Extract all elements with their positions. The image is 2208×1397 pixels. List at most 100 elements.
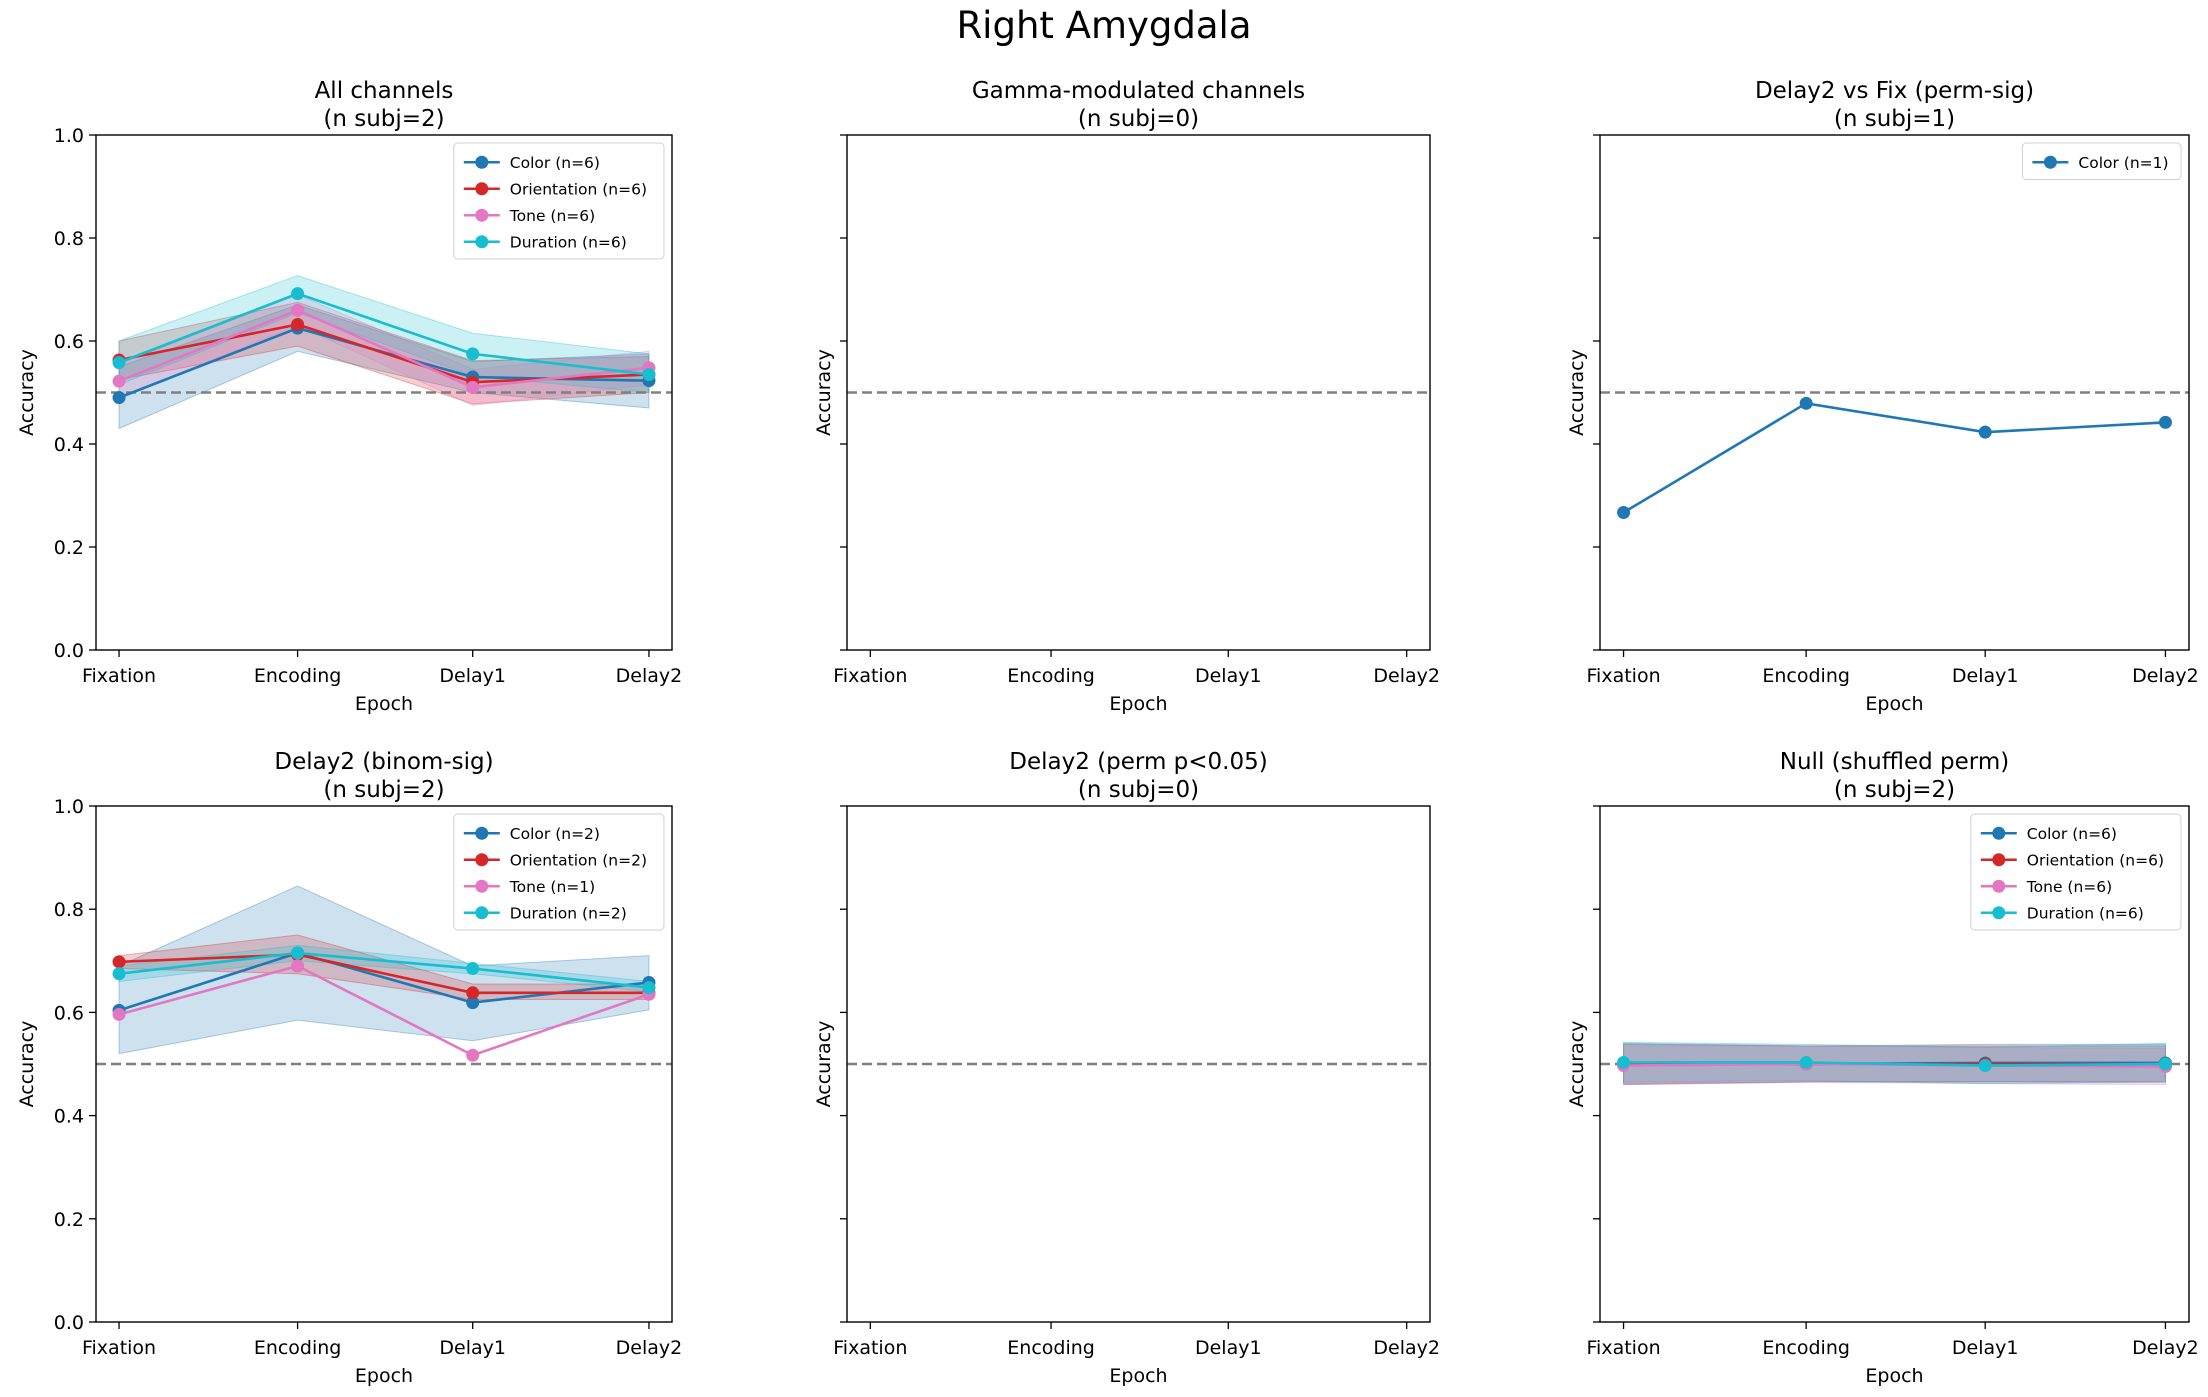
- x-tick-label: Delay1: [1195, 1337, 1262, 1359]
- data-point: [291, 287, 305, 301]
- subplot-subtitle: (n subj=0): [1078, 777, 1199, 803]
- subplot-title: Gamma-modulated channels: [972, 78, 1305, 104]
- legend-label: Orientation (n=2): [510, 851, 647, 869]
- x-axis-label: Epoch: [1865, 1365, 1923, 1387]
- x-tick-label: Delay1: [1952, 665, 2019, 687]
- y-tick-label: 0.4: [54, 434, 84, 456]
- y-tick-label: 0.8: [54, 899, 84, 921]
- subplot-title: All channels: [315, 78, 454, 104]
- y-axis-label: Accuracy: [16, 349, 38, 436]
- figure-title: Right Amygdala: [956, 4, 1252, 47]
- legend-marker: [475, 182, 489, 196]
- x-tick-label: Delay2: [616, 665, 683, 687]
- axes-frame: [95, 134, 673, 651]
- legend-label: Tone (n=6): [509, 207, 595, 225]
- data-point: [466, 347, 480, 361]
- legend-marker: [475, 235, 489, 249]
- axes-frame: [1599, 805, 2190, 1323]
- x-tick-label: Encoding: [254, 1337, 342, 1359]
- y-axis-label: Accuracy: [813, 349, 835, 436]
- x-tick-label: Fixation: [82, 1337, 156, 1359]
- data-point: [466, 962, 480, 976]
- data-point: [112, 374, 126, 388]
- x-axis-label: Epoch: [355, 693, 413, 715]
- data-point: [2158, 1057, 2172, 1071]
- subplot-1: All channels(n subj=2) 0.0 0.2 0.4 0.6 0.8 1.0…: [16, 78, 682, 715]
- data-point: [1617, 1055, 1631, 1069]
- data-point: [466, 986, 480, 1000]
- legend-box: [453, 813, 665, 931]
- legend-marker: [475, 906, 489, 920]
- legend: Color (n=6) Orientation (n=6) Tone (n=6) Du…: [1970, 813, 2182, 931]
- legend-box: [1970, 813, 2182, 931]
- x-tick-label: Fixation: [82, 665, 156, 687]
- error-band: [118, 275, 650, 394]
- axes-frame: [846, 134, 1431, 651]
- subplot-title: Null (shuffled perm): [1780, 749, 2009, 775]
- x-tick-label: Encoding: [254, 665, 342, 687]
- legend-label: Orientation (n=6): [510, 180, 647, 198]
- legend-marker: [1992, 853, 2006, 867]
- legend-label: Orientation (n=6): [2027, 851, 2164, 869]
- data-point: [1617, 505, 1631, 519]
- data-point: [291, 318, 305, 332]
- data-point: [1799, 1055, 1813, 1069]
- series-line: [118, 292, 650, 376]
- legend-marker: [1992, 906, 2006, 920]
- series-line: [118, 953, 649, 995]
- legend-label: Color (n=1): [2078, 154, 2168, 172]
- data-point: [291, 303, 305, 317]
- data-point: [112, 967, 126, 981]
- data-point: [642, 981, 656, 995]
- data-point: [112, 955, 126, 969]
- error-band: [118, 885, 650, 1055]
- data-point: [112, 391, 126, 405]
- legend-label: Duration (n=6): [2027, 904, 2144, 922]
- y-tick-label: 0.2: [54, 1209, 84, 1231]
- legend-marker: [475, 853, 489, 867]
- x-tick-label: Delay2: [2132, 1337, 2199, 1359]
- axes-frame: [1599, 134, 2190, 651]
- x-tick-label: Delay1: [439, 665, 506, 687]
- x-tick-label: Delay2: [616, 1337, 683, 1359]
- subplot-2: Gamma-modulated channels(n subj=0) Fixati…: [813, 78, 1440, 715]
- subplot-title: Delay2 (perm p<0.05): [1009, 749, 1267, 775]
- series-line: [1623, 1061, 2166, 1067]
- subplot-subtitle: (n subj=0): [1078, 106, 1199, 132]
- data-point: [642, 367, 656, 381]
- data-point: [112, 356, 126, 370]
- x-tick-label: Delay1: [439, 1337, 506, 1359]
- y-tick-label: 1.0: [54, 796, 84, 818]
- y-tick-label: 0.2: [54, 537, 84, 559]
- y-axis-label: Accuracy: [1566, 1021, 1588, 1108]
- legend-label: Tone (n=6): [2026, 878, 2112, 896]
- legend-marker: [475, 155, 489, 169]
- axes-frame: [846, 805, 1431, 1323]
- legend: Color (n=6) Orientation (n=6) Tone (n=6) Du…: [453, 142, 665, 260]
- legend: Color (n=2) Orientation (n=2) Tone (n=1) Du…: [453, 813, 665, 931]
- legend-label: Color (n=6): [510, 154, 600, 172]
- series-line: [1622, 401, 2166, 514]
- x-axis-label: Epoch: [355, 1365, 413, 1387]
- y-tick-label: 0.6: [54, 1002, 84, 1024]
- x-tick-label: Delay1: [1952, 1337, 2019, 1359]
- x-tick-label: Delay2: [1373, 1337, 1440, 1359]
- data-point: [112, 1007, 126, 1021]
- subplot-subtitle: (n subj=1): [1834, 106, 1955, 132]
- x-axis-label: Epoch: [1109, 693, 1167, 715]
- data-point: [291, 946, 305, 960]
- subplot-4: Delay2 (binom-sig)(n subj=2) 0.0 0.2 0.4 0.6…: [16, 749, 682, 1387]
- subplot-subtitle: (n subj=2): [1834, 777, 1955, 803]
- x-axis-label: Epoch: [1865, 693, 1923, 715]
- error-band: [118, 304, 650, 430]
- y-tick-label: 0.6: [54, 331, 84, 353]
- legend: Color (n=1): [2021, 142, 2182, 180]
- y-tick-label: 0.0: [54, 640, 84, 662]
- data-point: [2158, 415, 2172, 429]
- legend-label: Tone (n=1): [509, 878, 595, 896]
- data-point: [1799, 396, 1813, 410]
- y-axis-label: Accuracy: [16, 1021, 38, 1108]
- data-point: [466, 1048, 480, 1062]
- subplot-6: Null (shuffled perm)(n subj=2) Fixation En…: [1566, 749, 2199, 1387]
- subplot-subtitle: (n subj=2): [323, 106, 444, 132]
